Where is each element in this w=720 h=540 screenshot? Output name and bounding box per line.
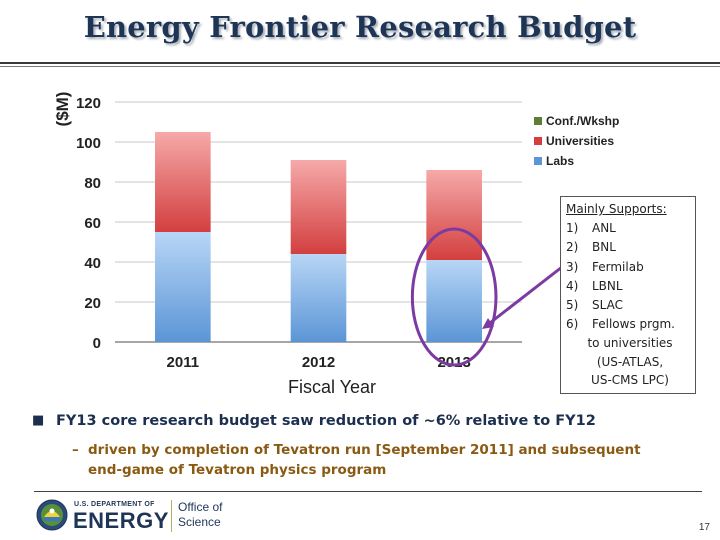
- y-tick-label: 100: [76, 135, 101, 152]
- list-number: 1): [566, 221, 579, 236]
- bar-labs-2012: [290, 254, 347, 342]
- list-item: 4) LBNL: [566, 277, 695, 296]
- y-tick-label: 40: [84, 255, 101, 272]
- y-tick-label: 80: [84, 175, 101, 192]
- dash-bullet-icon: –: [72, 442, 79, 458]
- list-item: 2) BNL: [566, 238, 695, 257]
- title-rule: [0, 62, 720, 64]
- bar-universities-2011: [155, 132, 211, 232]
- logo-divider: [171, 500, 172, 532]
- y-tick-label: 20: [84, 295, 101, 312]
- x-tick-label: 2011: [167, 354, 200, 371]
- bars: [155, 132, 482, 342]
- list-text: Fermilab: [592, 259, 644, 274]
- budget-chart: 0 20 40 60 80 100 120 2011 2012 2013 ($M) Fiscal …: [53, 92, 619, 397]
- callout-arrow: [485, 265, 563, 328]
- legend-label: Labs: [546, 154, 574, 168]
- legend-swatch: [534, 157, 542, 165]
- legend-swatch: [534, 137, 542, 145]
- legend-swatch: [534, 117, 542, 125]
- list-item: 5) SLAC: [566, 296, 695, 315]
- bar-labs-2013: [426, 260, 482, 342]
- x-tick-label: 2013: [437, 354, 470, 371]
- list-text: SLAC: [592, 298, 623, 313]
- main-bullet-text: FY13 core research budget saw reduction …: [56, 413, 596, 429]
- doe-small-text: U.S. DEPARTMENT OF: [74, 501, 155, 508]
- doe-seal-icon: [36, 499, 68, 531]
- list-item: 6) Fellows prgm.: [566, 315, 695, 334]
- list-number: 3): [566, 259, 579, 274]
- list-number: 2): [566, 240, 579, 255]
- list-text: LBNL: [592, 278, 623, 293]
- slide-title: Energy Frontier Research Budget: [83, 10, 637, 44]
- y-tick-label: 120: [76, 95, 101, 112]
- legend-label: Universities: [546, 134, 614, 148]
- lab-list: 1) ANL 2) BNL 3) Fermilab 4) LBNL 5) SLAC 6) F…: [566, 219, 695, 334]
- callout-box: Mainly Supports: 1) ANL 2) BNL 3) Fermilab …: [560, 196, 696, 394]
- highlight-oval: [410, 227, 498, 367]
- sub-bullet: – driven by completion of Tevatron run […: [72, 440, 672, 480]
- list-number: 6): [566, 317, 579, 332]
- bar-universities-2013: [426, 170, 482, 260]
- doe-office-of-science-logo: U.S. DEPARTMENT OF ENERGY Office of Scie…: [36, 497, 236, 537]
- y-tick-label: 60: [84, 215, 101, 232]
- callout-title: Mainly Supports:: [566, 202, 667, 216]
- tick-labels: 0 20 40 60 80 100 120 2011 2012 2013: [76, 95, 471, 371]
- bar-universities-2012: [290, 160, 347, 254]
- x-axis-label: Fiscal Year: [288, 377, 376, 397]
- main-bullet: ■ FY13 core research budget saw reductio…: [32, 413, 712, 429]
- arrowhead: [482, 318, 494, 329]
- list-text: ANL: [592, 221, 616, 236]
- legend: Conf./Wkshp Universities Labs: [534, 114, 619, 168]
- list-item: 1) ANL: [566, 219, 695, 238]
- page-number: 17: [698, 522, 710, 533]
- list-text: Fellows prgm.: [592, 317, 675, 332]
- bar-labs-2011: [155, 232, 211, 342]
- office-line-2: Science: [178, 515, 221, 529]
- list-item: 3) Fermilab: [566, 258, 695, 277]
- list-number: 4): [566, 278, 579, 293]
- list-number: 5): [566, 298, 579, 313]
- x-tick-label: 2012: [302, 354, 335, 371]
- doe-big-text: ENERGY: [73, 508, 169, 533]
- y-tick-label: 0: [93, 335, 101, 352]
- footer-rule: [34, 491, 702, 492]
- callout-continuation: (US-ATLAS,: [596, 354, 664, 369]
- callout-continuation: US-CMS LPC): [591, 373, 669, 388]
- office-of-science-text: Office of Science: [178, 500, 222, 530]
- y-axis-label: ($M): [53, 92, 72, 127]
- square-bullet-icon: ■: [32, 413, 45, 428]
- legend-label: Conf./Wkshp: [546, 114, 619, 128]
- title-rule-thin: [0, 66, 720, 67]
- list-text: BNL: [592, 240, 616, 255]
- callout-continuation: to universities: [587, 336, 673, 351]
- sub-bullet-text: driven by completion of Tevatron run [Se…: [88, 442, 641, 478]
- office-line-1: Office of: [178, 500, 223, 514]
